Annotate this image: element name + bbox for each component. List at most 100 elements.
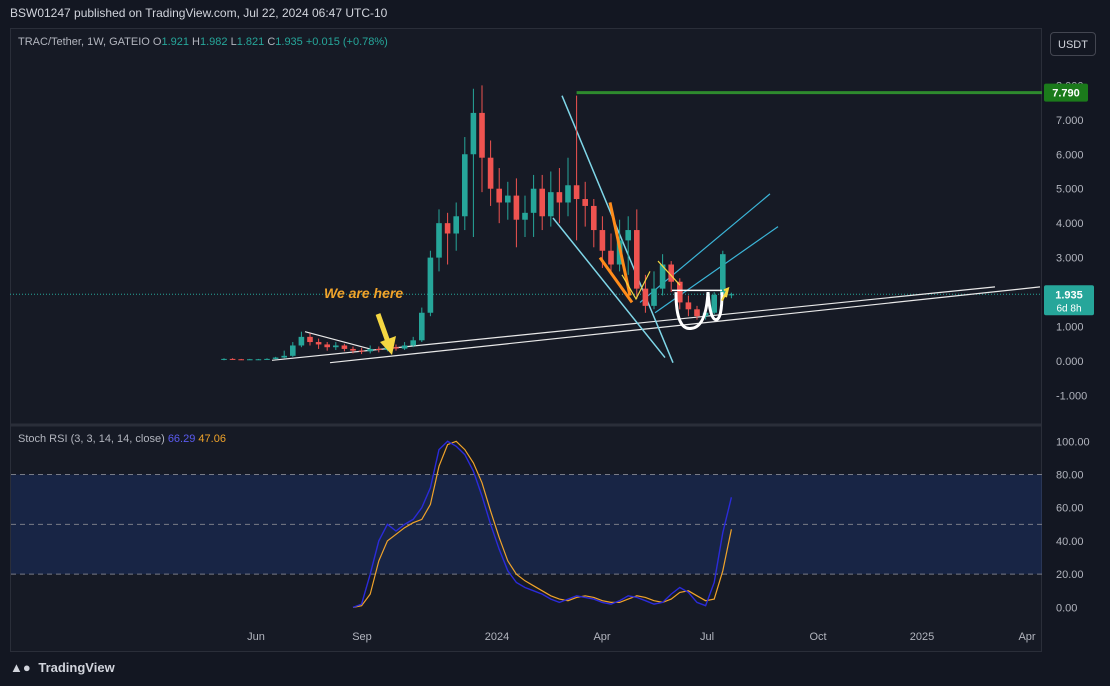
time-axis-tick: Oct	[809, 631, 826, 643]
candle-body	[350, 348, 356, 351]
rsi-axis-tick: 0.00	[1056, 602, 1077, 614]
candle-body	[548, 192, 554, 217]
candle-body	[642, 288, 649, 306]
price-axis-tick: 6.000	[1056, 149, 1084, 161]
high-label: H	[192, 36, 200, 48]
candle-body	[307, 336, 313, 343]
candle-body	[720, 254, 726, 295]
wedge-line	[304, 331, 371, 350]
tradingview-logo-icon: ▲●	[10, 660, 31, 675]
candle-body	[324, 344, 330, 348]
orange-arrow-drawing-2	[598, 256, 634, 304]
rsi-axis-tick: 100.00	[1056, 436, 1090, 448]
stoch-rsi-k-line	[352, 440, 733, 609]
candle-body	[539, 188, 545, 217]
candle-body	[358, 350, 365, 352]
candle-body	[281, 355, 287, 358]
rsi-axis-tick: 20.00	[1056, 569, 1084, 581]
candle-body	[685, 302, 692, 310]
candle-body	[479, 112, 485, 158]
price-axis-tick: -1.000	[1056, 390, 1087, 402]
time-axis-tick: Jul	[700, 631, 714, 643]
stoch-rsi-legend: Stoch RSI (3, 3, 14, 14, close) 66.29 47…	[18, 433, 226, 445]
candle-body	[221, 358, 227, 360]
candle-body	[677, 281, 683, 303]
candle-body	[419, 312, 425, 341]
candle-body	[694, 309, 700, 317]
candle-body	[264, 358, 270, 360]
yellow-path-drawing	[621, 271, 651, 301]
rsi-axis-tick: 40.00	[1056, 536, 1084, 548]
support-trendline-2	[329, 286, 1041, 364]
candle-body	[393, 347, 399, 349]
candle-body	[565, 185, 571, 203]
candle-body	[298, 336, 305, 346]
candle-body	[659, 264, 666, 289]
yellow-path-drawing-2	[657, 260, 681, 286]
price-axis-tick: 7.000	[1056, 115, 1084, 127]
candle-body	[608, 250, 614, 265]
currency-button[interactable]: USDT	[1050, 32, 1096, 56]
candle-body	[728, 294, 735, 296]
time-axis-tick: Apr	[1018, 631, 1035, 643]
candle-body	[625, 230, 631, 241]
candle-body	[229, 358, 236, 360]
rising-channel-line	[639, 193, 771, 303]
candle-body	[530, 188, 537, 213]
time-axis-tick: Sep	[352, 631, 372, 643]
candle-body	[591, 205, 597, 231]
candle-body	[290, 345, 296, 356]
candle-body	[401, 345, 408, 349]
candle-body	[247, 359, 253, 361]
candle-body	[462, 154, 468, 217]
countdown-label: 6d 8h	[1056, 303, 1081, 314]
candle-body	[427, 257, 434, 313]
candle-body	[444, 223, 451, 234]
high-value: 1.982	[200, 36, 228, 48]
stoch-rsi-label[interactable]: Stoch RSI (3, 3, 14, 14, close)	[18, 433, 165, 445]
annotation-arrow-head	[380, 336, 396, 355]
time-axis-tick: Jun	[247, 631, 265, 643]
resistance-price-tag	[1044, 83, 1088, 102]
candle-body	[505, 195, 511, 203]
close-value: 1.935	[275, 36, 303, 48]
candle-body	[651, 288, 657, 306]
candle-body	[556, 192, 563, 203]
orange-arrow-drawing	[608, 202, 632, 296]
candle-body	[634, 230, 640, 289]
tradingview-brand[interactable]: ▲● TradingView	[10, 660, 115, 675]
price-axis-tick: 3.000	[1056, 253, 1084, 265]
annotation-text: We are here	[324, 285, 403, 301]
last-price-tag	[1044, 285, 1094, 316]
candle-body	[341, 345, 348, 349]
resistance-price-label: 7.790	[1052, 88, 1080, 100]
open-value: 1.921	[161, 36, 189, 48]
candle-body	[573, 185, 580, 200]
candle-body	[272, 357, 279, 359]
cup-drawing	[674, 291, 710, 330]
open-label: O	[152, 36, 162, 48]
time-axis-tick: Apr	[593, 631, 610, 643]
candle-body	[599, 230, 606, 251]
handle-drawing	[706, 291, 724, 322]
price-axis-tick: 5.000	[1056, 184, 1084, 196]
time-axis-tick: 2024	[485, 631, 509, 643]
candle-body	[238, 359, 244, 361]
symbol-label[interactable]: TRAC/Tether, 1W, GATEIO	[18, 36, 150, 48]
candle-body	[453, 216, 459, 234]
candle-body	[668, 264, 674, 282]
falling-channel-line-2	[552, 217, 666, 359]
brand-name: TradingView	[38, 660, 115, 675]
candle-body	[255, 359, 262, 361]
chart-area[interactable]	[10, 28, 1042, 652]
candle-body	[582, 199, 588, 206]
candle-body	[410, 340, 416, 346]
close-label: C	[267, 36, 276, 48]
low-label: L	[230, 36, 237, 48]
candle-body	[376, 348, 382, 350]
candle-body	[315, 342, 322, 345]
candle-body	[513, 195, 520, 220]
annotation-arrow-shaft	[375, 313, 391, 343]
change-value: +0.015 (+0.78%)	[305, 36, 388, 48]
